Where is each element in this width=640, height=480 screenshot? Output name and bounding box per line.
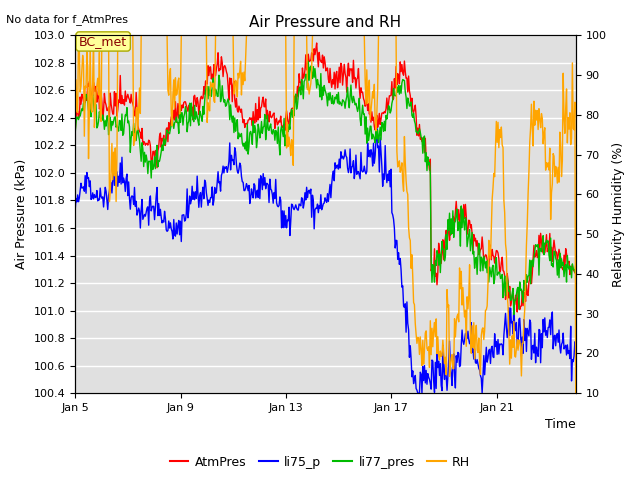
Text: BC_met: BC_met bbox=[79, 35, 127, 48]
Title: Air Pressure and RH: Air Pressure and RH bbox=[250, 15, 401, 30]
Y-axis label: Relativity Humidity (%): Relativity Humidity (%) bbox=[612, 142, 625, 287]
Text: No data for f_AtmPres: No data for f_AtmPres bbox=[6, 14, 129, 25]
X-axis label: Time: Time bbox=[545, 419, 576, 432]
Legend: AtmPres, li75_p, li77_pres, RH: AtmPres, li75_p, li77_pres, RH bbox=[164, 451, 476, 474]
Y-axis label: Air Pressure (kPa): Air Pressure (kPa) bbox=[15, 159, 28, 269]
